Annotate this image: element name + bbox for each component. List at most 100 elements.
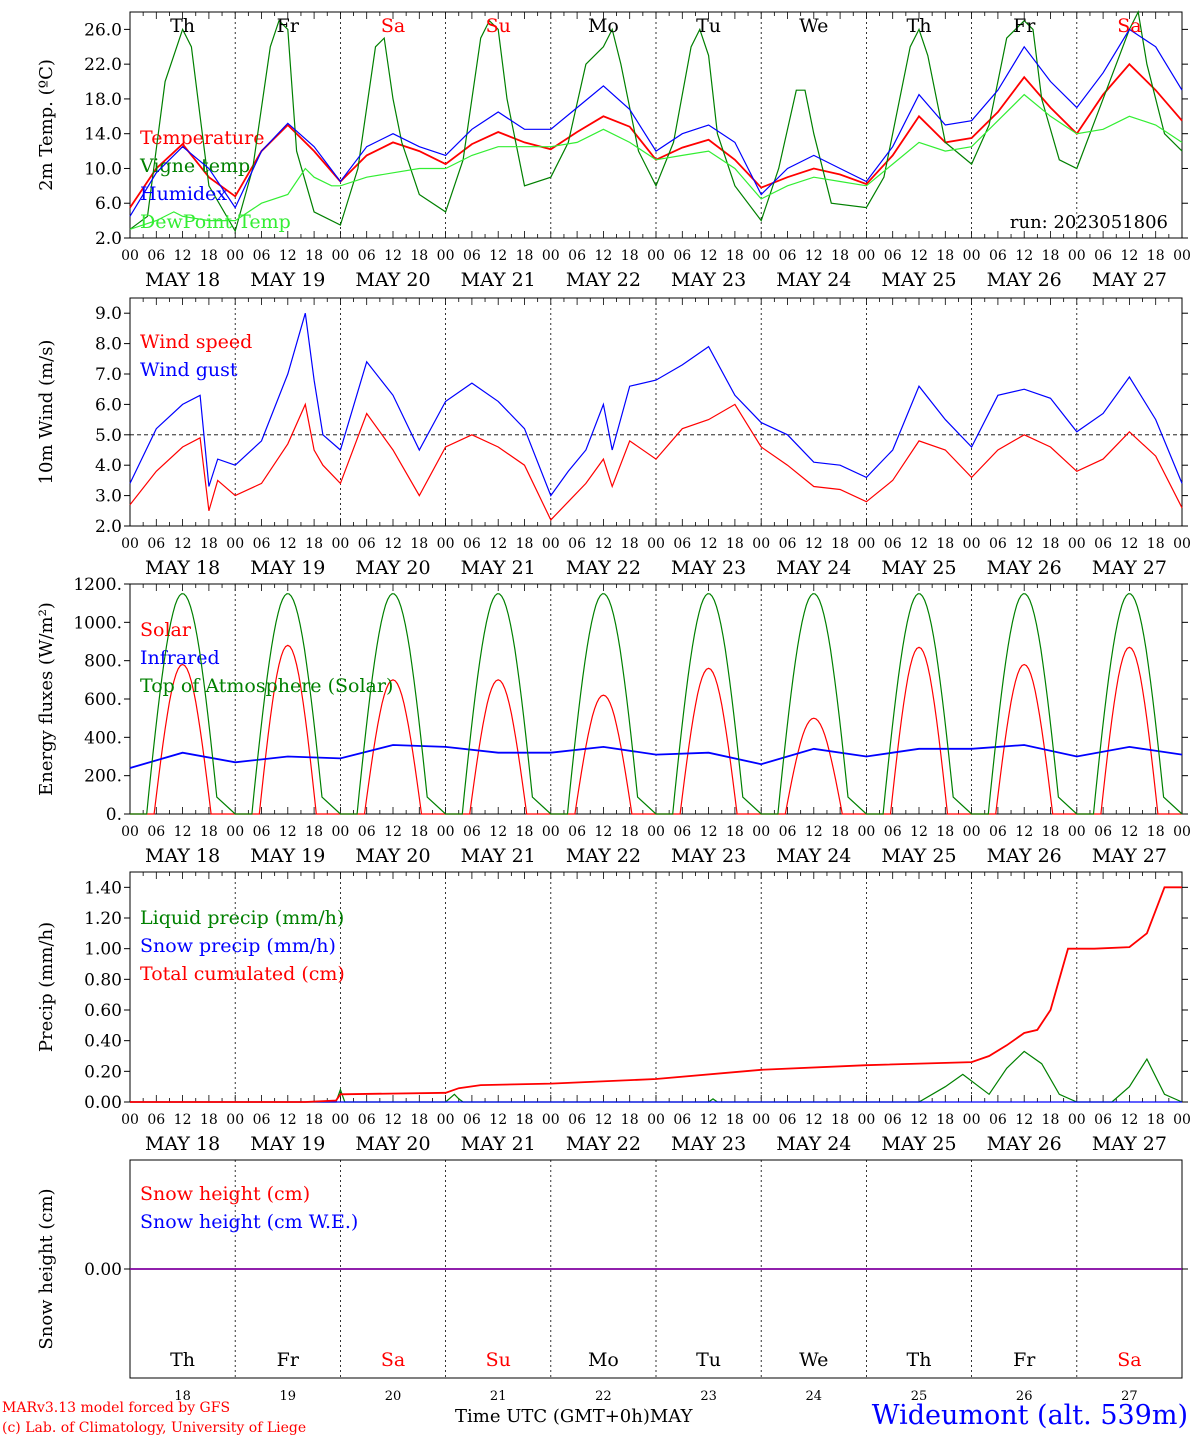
panel2-hour-label: 12 xyxy=(489,536,507,552)
weekday-label-bottom: Fr xyxy=(1013,1349,1036,1371)
weekday-label-top: Su xyxy=(486,15,511,37)
panel4-hour-label: 18 xyxy=(831,1112,849,1128)
panel2-y-tick-label: 5.0 xyxy=(95,426,122,446)
panel3-hour-label: 18 xyxy=(831,824,849,840)
panel2-date-label: MAY 20 xyxy=(355,557,430,579)
panel2-date-label: MAY 19 xyxy=(250,557,325,579)
panel2-hour-label: 06 xyxy=(147,536,165,552)
panel4-hour-label: 00 xyxy=(226,1112,244,1128)
panel2-hour-label: 18 xyxy=(936,536,954,552)
panel4-hour-label: 12 xyxy=(489,1112,507,1128)
weekday-label-top: Fr xyxy=(1013,15,1036,37)
panel2-hour-label: 18 xyxy=(410,536,428,552)
panel4-hour-label: 18 xyxy=(516,1112,534,1128)
panel2-hour-label: 00 xyxy=(331,536,349,552)
panel2-hour-label: 06 xyxy=(779,536,797,552)
panel4-y-tick-label: 0.40 xyxy=(84,1032,122,1052)
panel2-hour-label: 18 xyxy=(1042,536,1060,552)
panel3-hour-label: 00 xyxy=(857,824,875,840)
day-number-label: 24 xyxy=(806,1389,823,1404)
panel3-date-label: MAY 20 xyxy=(355,845,430,867)
panel3-date-label: MAY 26 xyxy=(987,845,1062,867)
panel1-hour-label: 18 xyxy=(831,248,849,264)
panel4-hour-label: 00 xyxy=(437,1112,455,1128)
panel1-hour-label: 18 xyxy=(1042,248,1060,264)
panel4-hour-label: 06 xyxy=(779,1112,797,1128)
panel2-x-minor-ticks xyxy=(129,298,1183,526)
panel2-y-tick-label: 7.0 xyxy=(95,365,122,385)
panel1-hour-label: 06 xyxy=(147,248,165,264)
station-name: Wideumont (alt. 539m) xyxy=(871,1400,1188,1431)
panel3-hour-label: 06 xyxy=(989,824,1007,840)
panel3-hour-label: 18 xyxy=(1147,824,1165,840)
panel1-date-label: MAY 19 xyxy=(250,269,325,291)
panel3-date-label: MAY 19 xyxy=(250,845,325,867)
panel4-hour-label: 12 xyxy=(805,1112,823,1128)
panel4-hour-label: 00 xyxy=(1068,1112,1086,1128)
panel1-date-label: MAY 22 xyxy=(566,269,641,291)
weekday-label-bottom: Su xyxy=(486,1349,511,1371)
panel1-date-label: MAY 20 xyxy=(355,269,430,291)
panel3-date-label: MAY 24 xyxy=(776,845,851,867)
panel4-date-label: MAY 24 xyxy=(776,1133,851,1155)
panel1-series-dewpoint-temp xyxy=(129,93,1183,230)
panel4-legend-1: Liquid precip (mm/h) xyxy=(140,907,344,929)
panel4-hour-label: 00 xyxy=(963,1112,981,1128)
panel2-hour-label: 06 xyxy=(989,536,1007,552)
panel4-y-tick-label: 1.20 xyxy=(84,909,122,929)
panel2-hour-label: 00 xyxy=(752,536,770,552)
month-label: MAY xyxy=(649,1406,693,1427)
panel1-legend-4: DewPoint Temp xyxy=(140,211,291,233)
panel2-y-axis-title: 10m Wind (m/s) xyxy=(36,340,57,485)
panel1-x-minor-ticks xyxy=(129,12,1183,238)
panel2-date-label: MAY 26 xyxy=(987,557,1062,579)
panel3-hour-label: 12 xyxy=(805,824,823,840)
panel2-hour-label: 00 xyxy=(226,536,244,552)
time-axis-text: Time UTC (GMT+0h) xyxy=(455,1406,650,1427)
panel2-hour-label: 12 xyxy=(700,536,718,552)
panel1-hour-label: 06 xyxy=(253,248,271,264)
panel2-hour-label: 12 xyxy=(279,536,297,552)
panel3-y-tick-label: 200. xyxy=(84,767,122,787)
panel3-y-tick-label: 600. xyxy=(84,690,122,710)
panel1-hour-label: 00 xyxy=(647,248,665,264)
panel1-y-tick-label: 22.0 xyxy=(84,55,122,75)
panel1-date-label: MAY 25 xyxy=(881,269,956,291)
panel1-hour-label: 12 xyxy=(384,248,402,264)
panel2-hour-label: 06 xyxy=(358,536,376,552)
panel1-hour-label: 18 xyxy=(936,248,954,264)
panel2-series-wind-gust xyxy=(129,313,1183,497)
panel1-hour-label: 06 xyxy=(1094,248,1112,264)
panel4-y-tick-label: 1.00 xyxy=(84,940,122,960)
panel3-series-top-of-atmosphere-solar- xyxy=(130,593,1183,815)
panel2-hour-label: 06 xyxy=(1094,536,1112,552)
panel4-hour-label: 12 xyxy=(700,1112,718,1128)
panel2-date-label: MAY 27 xyxy=(1092,557,1167,579)
panel1-date-label: MAY 26 xyxy=(987,269,1062,291)
panel2-hour-label: 18 xyxy=(516,536,534,552)
panel1-date-label: MAY 24 xyxy=(776,269,851,291)
panel1-hour-label: 18 xyxy=(305,248,323,264)
panel4-hour-label: 12 xyxy=(384,1112,402,1128)
panel2-hour-label: 06 xyxy=(253,536,271,552)
day-number-label: 23 xyxy=(700,1389,717,1404)
panel1-hour-label: 18 xyxy=(1147,248,1165,264)
day-number-label: 27 xyxy=(1121,1389,1138,1404)
panel5-y-axis-title: Snow height (cm) xyxy=(36,1188,57,1349)
panel1-legend-2: Vigne temp xyxy=(139,155,250,177)
day-number-label: 18 xyxy=(174,1389,191,1404)
panel4-hour-label: 06 xyxy=(989,1112,1007,1128)
panel2-date-label: MAY 18 xyxy=(145,557,220,579)
panel3-hour-label: 06 xyxy=(884,824,902,840)
panel4-date-label: MAY 19 xyxy=(250,1133,325,1155)
panel4-hour-label: 06 xyxy=(1094,1112,1112,1128)
weekday-label-top: Mo xyxy=(588,15,619,37)
panel3-hour-label: 00 xyxy=(542,824,560,840)
panel4-hour-label: 00 xyxy=(121,1112,139,1128)
panel1-series-vigne-temp xyxy=(129,10,1183,233)
panel1-hour-label: 12 xyxy=(910,248,928,264)
weekday-label-top: Th xyxy=(170,15,195,37)
panel1-hour-label: 18 xyxy=(726,248,744,264)
weekday-label-bottom: Tu xyxy=(696,1349,721,1371)
